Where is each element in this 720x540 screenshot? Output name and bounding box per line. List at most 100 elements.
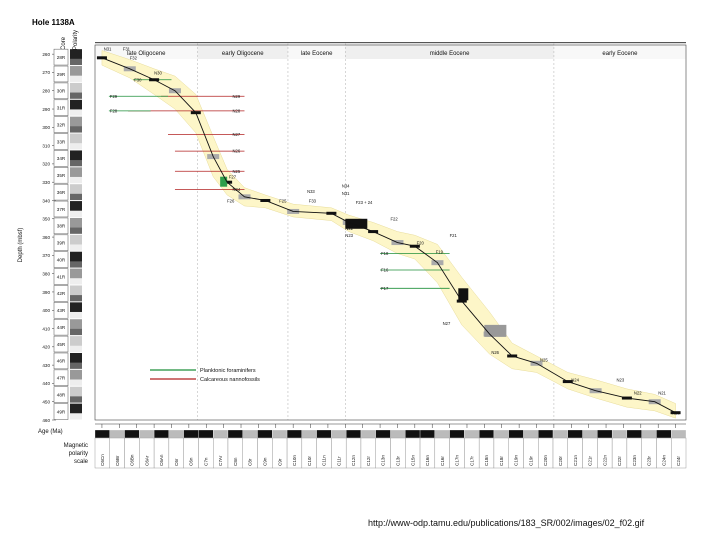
polarity-chron-label: C16n: [425, 455, 430, 466]
polarity-chron-label: C6r: [174, 458, 179, 466]
core-polarity-block: [70, 379, 82, 386]
polarity-chron-bar: [582, 429, 598, 439]
point-label: N27: [443, 321, 451, 326]
polarity-chron-bar: [405, 429, 421, 439]
core-label: 38R: [57, 224, 66, 229]
polarity-chron-bar: [567, 429, 583, 439]
core-box: [53, 167, 69, 184]
core-label: 45R: [57, 342, 66, 347]
sample-block: [484, 324, 507, 337]
polarity-chron-label: C6Br: [115, 455, 120, 466]
polarity-chron-label: C20n: [543, 455, 548, 466]
polarity-chron-bar: [286, 429, 303, 439]
y-tick-label: 410: [42, 326, 50, 331]
core-box: [53, 234, 69, 251]
core-polarity-block: [70, 311, 82, 319]
core-box: [53, 133, 69, 150]
core-box: [53, 65, 69, 83]
core-box: [53, 82, 69, 100]
core-polarity-block: [70, 251, 82, 262]
polarity-chron-label: C7Ar: [218, 455, 223, 466]
polarity-chron-bar: [478, 429, 495, 439]
point-label: F21: [450, 233, 458, 238]
point-label: F27: [229, 175, 237, 180]
datum-lines: N29 N28 N27 N26 N25 N24 F29 F30 F28 F18 F16 F17: [108, 77, 450, 291]
polarity-chron-bar: [552, 429, 568, 439]
polarity-chron-label: C22r: [617, 456, 622, 466]
sample-block: [345, 218, 368, 229]
core-polarity-block: [70, 133, 82, 144]
y-tick-label: 280: [42, 89, 50, 94]
polarity-chron-label: C24n: [661, 455, 666, 466]
polarity-chron-bar: [493, 429, 509, 439]
core-label: 47R: [57, 376, 66, 381]
y-tick-label: 310: [42, 143, 50, 148]
y-tick-label: 260: [42, 52, 50, 57]
epoch-label: early Eocene: [602, 51, 638, 57]
core-label: 32R: [57, 122, 66, 127]
core-box: [53, 183, 69, 201]
core-polarity-block: [70, 167, 82, 178]
polarity-chron-bar: [316, 429, 332, 439]
polarity-chron-label: C9r: [277, 458, 282, 466]
core-polarity-block: [70, 66, 82, 77]
core-column: 28R 29R 30R 31R 32R 33R 34R 35R 36R 37R 38R 39R 40R 4…: [53, 48, 82, 420]
core-polarity-block: [70, 261, 82, 268]
polarity-chron-bar: [94, 429, 110, 439]
core-box: [53, 251, 69, 268]
point-label: F19: [436, 250, 444, 255]
epoch-band: [95, 44, 198, 59]
core-polarity-block: [70, 336, 82, 347]
polarity-chron-bar: [168, 429, 184, 439]
polarity-chron-label: C6Bn: [130, 454, 135, 466]
core-box: [53, 116, 69, 133]
polarity-chron-bar: [139, 429, 155, 439]
point-label: F23 + 24: [356, 200, 373, 205]
polarity-chron-bar: [611, 429, 628, 439]
epoch-band: [345, 44, 554, 59]
y-tick-label: 380: [42, 271, 50, 276]
core-header: Core Polarity: [61, 30, 79, 50]
point-label: N21: [658, 390, 666, 395]
polarity-chron-label: C22n: [602, 455, 607, 466]
polarity-scale-label: Magnetic: [64, 443, 88, 449]
polarity-scale-label: polarity: [69, 451, 88, 457]
core-polarity-block: [70, 126, 82, 133]
polarity-chron-label: C8n: [233, 457, 238, 466]
polarity-chron-label: C23r: [647, 456, 652, 466]
core-box: [53, 352, 69, 370]
polarity-chron-label: C19r: [528, 456, 533, 466]
plot-frame: [94, 44, 687, 421]
epoch-label: early Oligocene: [222, 51, 264, 57]
polarity-chron-label: C6Cn: [100, 454, 105, 466]
core-label: 35R: [57, 173, 66, 178]
core-polarity-block: [70, 75, 82, 82]
legend-label: Planktonic foraminifers: [200, 368, 256, 374]
point-label: F20: [417, 240, 425, 245]
epoch-label: late Eocene: [301, 51, 333, 57]
polarity-chron-bar: [198, 429, 214, 439]
core-box: [53, 48, 69, 66]
core-box: [53, 285, 69, 302]
datum-label: N29: [232, 94, 240, 99]
core-polarity-block: [70, 143, 82, 150]
point-label: F31: [123, 46, 131, 51]
y-tick-label: 400: [42, 308, 50, 313]
point-label: N31: [342, 191, 350, 196]
core-polarity-block: [70, 244, 82, 251]
core-polarity-block: [70, 278, 82, 285]
polarity-chron-bar: [626, 429, 642, 439]
polarity-chron-bar: [523, 429, 539, 439]
core-polarity-block: [70, 92, 82, 99]
core-polarity-block: [70, 58, 82, 66]
core-label: 36R: [57, 190, 66, 195]
y-tick-label: 270: [42, 70, 50, 75]
core-label: 30R: [57, 89, 66, 94]
polarity-chron-bar: [390, 429, 406, 439]
core-polarity-block: [70, 150, 82, 161]
core-box: [53, 268, 69, 285]
y-tick-label: 370: [42, 253, 50, 258]
polarity-chron-label: C21n: [573, 455, 578, 466]
datum-label: N27: [232, 132, 240, 137]
magnetic-polarity-scale: Magnetic polarity scale C6Cn C6Br C6Bn C6Ar C6A…: [64, 429, 687, 469]
